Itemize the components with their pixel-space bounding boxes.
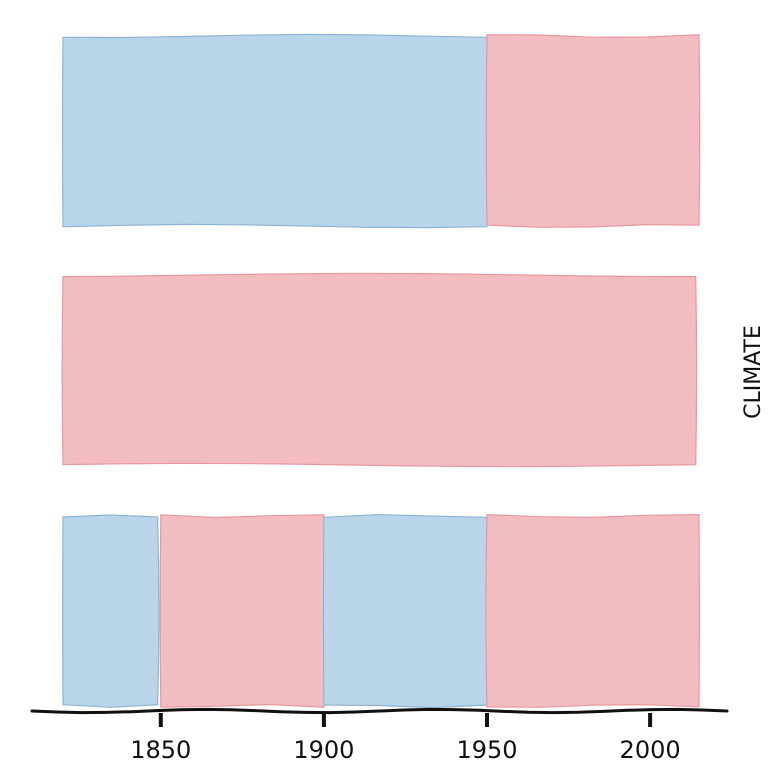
x-tick-label-2000: 2000 xyxy=(620,736,681,764)
bar-rows xyxy=(61,33,701,709)
x-axis-line xyxy=(30,707,729,715)
timeline-row-3 xyxy=(62,513,700,709)
y-axis-label: CLIMATE xyxy=(741,325,766,419)
segment-cool-1900-1950 xyxy=(322,513,489,709)
x-axis: 1850 1900 1950 2000 xyxy=(30,707,729,764)
segment-warm-1850-1900 xyxy=(159,514,326,708)
segment-warm-1820-2014 xyxy=(61,272,698,468)
segment-warm-1950-2015 xyxy=(485,513,700,708)
segment-cool-1820-1849 xyxy=(62,514,160,708)
x-tick-label-1900: 1900 xyxy=(293,736,354,764)
segment-warm-1950-2015 xyxy=(485,34,701,228)
timeline-row-1 xyxy=(61,33,701,229)
timeline-row-2 xyxy=(61,272,698,468)
segment-cool-1820-1950 xyxy=(61,33,489,229)
x-tick-label-1950: 1950 xyxy=(456,736,517,764)
x-tick-label-1850: 1850 xyxy=(130,736,191,764)
